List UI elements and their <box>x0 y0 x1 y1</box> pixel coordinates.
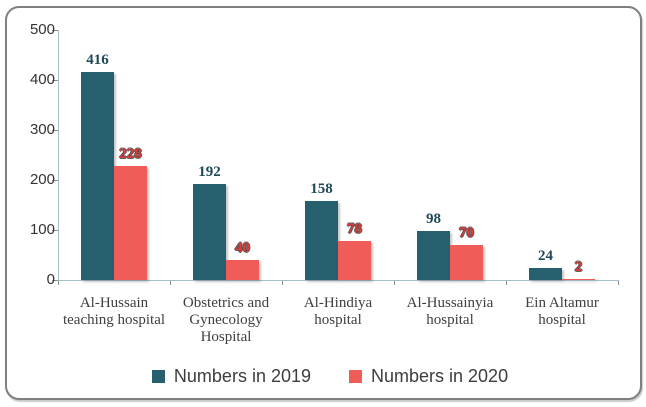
legend-label-2020: Numbers in 2020 <box>371 366 509 386</box>
y-tick <box>52 80 58 81</box>
y-tick <box>52 30 58 31</box>
bar-2020 <box>562 279 595 280</box>
x-tick <box>506 281 507 285</box>
bar-value-label: 40 <box>235 240 250 256</box>
legend-swatch-2019 <box>151 370 165 383</box>
x-axis-category-label: Obstetrics and Gynecology Hospital <box>182 295 270 345</box>
y-tick <box>52 280 58 281</box>
bar-2019 <box>81 72 114 280</box>
bar-2019 <box>305 201 338 280</box>
y-tick <box>52 230 58 231</box>
x-axis-category-label: Al-Hussain teaching hospital <box>62 295 166 328</box>
legend-entry-2019: Numbers in 2019 <box>151 366 311 387</box>
x-axis-category-label: Al-Hindiya hospital <box>303 295 373 328</box>
legend: Numbers in 2019 Numbers in 2020 <box>7 366 646 387</box>
x-axis-line <box>58 280 619 281</box>
bar-2019 <box>193 184 226 280</box>
x-axis-category-label: Ein Altamur hospital <box>525 295 599 328</box>
x-tick <box>282 281 283 285</box>
bar-2020 <box>338 241 371 280</box>
legend-label-2019: Numbers in 2019 <box>173 366 311 386</box>
bar-value-label: 416 <box>86 52 109 68</box>
legend-entry-2020: Numbers in 2020 <box>349 366 508 387</box>
bar-value-label: 158 <box>310 181 333 197</box>
y-tick <box>52 180 58 181</box>
bar-value-label: 24 <box>538 248 553 264</box>
y-tick <box>52 130 58 131</box>
y-axis-tick-label: 500 <box>29 21 55 38</box>
y-axis-tick-label: 100 <box>29 221 55 238</box>
bar-2020 <box>450 245 483 280</box>
chart-frame: 0 100 200 300 400 500 416 228 Al-Hussain teachin… <box>5 6 642 400</box>
x-tick <box>58 281 59 285</box>
y-axis-tick-label: 400 <box>29 71 55 88</box>
x-tick <box>170 281 171 285</box>
y-axis-tick-label: 0 <box>46 271 55 288</box>
bar-value-label: 98 <box>426 211 441 227</box>
y-axis-tick-label: 300 <box>29 121 55 138</box>
bar-value-label: 70 <box>459 225 474 241</box>
bar-value-label: 192 <box>198 164 221 180</box>
bar-value-label: 2 <box>574 259 583 275</box>
bar-value-label: 78 <box>347 221 362 237</box>
bar-value-label: 228 <box>119 146 142 162</box>
bar-2020 <box>114 166 147 280</box>
bar-2019 <box>417 231 450 280</box>
bar-2019 <box>529 268 562 280</box>
legend-swatch-2020 <box>349 370 362 383</box>
y-axis-line <box>58 30 59 281</box>
bar-2020 <box>226 260 259 280</box>
plot-area: 0 100 200 300 400 500 416 228 Al-Hussain teachin… <box>7 8 640 398</box>
x-tick <box>618 281 619 285</box>
x-tick <box>394 281 395 285</box>
x-axis-category-label: Al-Hussainyia hospital <box>406 295 494 328</box>
y-axis-tick-label: 200 <box>29 171 55 188</box>
